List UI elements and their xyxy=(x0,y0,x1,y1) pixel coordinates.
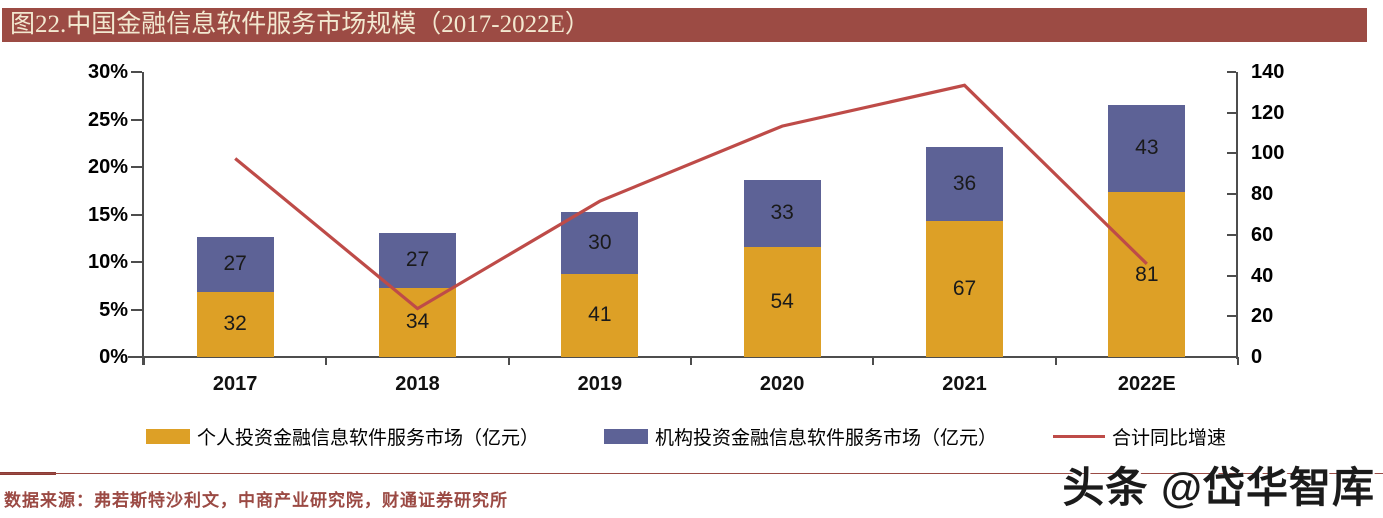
y-axis-left-tick xyxy=(131,166,142,168)
y-axis-left-label: 30% xyxy=(87,61,128,83)
figure-title-bar: 图22.中国金融信息软件服务市场规模（2017-2022E） xyxy=(2,8,1367,42)
y-axis-right-line xyxy=(1236,72,1238,359)
bar-label-personal-2019: 41 xyxy=(588,303,612,327)
bar-label-institutional-2017: 27 xyxy=(223,252,247,276)
legend-label: 合计同比增速 xyxy=(1112,427,1227,449)
y-axis-right-tick xyxy=(1227,111,1236,114)
legend-label: 机构投资金融信息软件服务市场（亿元） xyxy=(655,427,998,449)
bar-label-institutional-2019: 30 xyxy=(588,231,612,254)
figure-title: 图22.中国金融信息软件服务市场规模（2017-2022E） xyxy=(10,11,590,38)
x-axis-line xyxy=(128,356,1238,358)
legend-swatch-line-icon xyxy=(1053,434,1105,438)
x-axis-label-2017: 2017 xyxy=(212,373,258,395)
y-axis-left-label: 15% xyxy=(87,203,128,226)
y-axis-right-tick xyxy=(1227,274,1236,277)
bar-label-institutional-2018: 27 xyxy=(405,248,430,272)
y-axis-left-line xyxy=(142,72,144,365)
legend-item-growth: 合计同比增速 xyxy=(1053,421,1226,451)
y-axis-left-label: 10% xyxy=(87,251,128,273)
y-axis-left-label: 20% xyxy=(87,156,128,178)
footer-divider xyxy=(0,473,1383,474)
y-axis-right-label: 100 xyxy=(1251,142,1285,165)
x-axis-label-2019: 2019 xyxy=(577,373,623,395)
x-axis-tick xyxy=(507,357,510,365)
y-axis-right-label: 140 xyxy=(1251,61,1285,83)
legend-label: 个人投资金融信息软件服务市场（亿元） xyxy=(197,427,540,449)
bar-label-personal-2017: 32 xyxy=(223,312,247,336)
y-axis-left-tick xyxy=(131,213,142,216)
chart-legend: 个人投资金融信息软件服务市场（亿元） 机构投资金融信息软件服务市场（亿元） 合计同比… xyxy=(0,421,1383,451)
y-axis-right-tick xyxy=(1227,233,1236,236)
x-axis-label-2018: 2018 xyxy=(395,373,440,395)
y-axis-left-label: 25% xyxy=(87,108,128,131)
y-axis-left-label: 0% xyxy=(99,346,128,368)
y-axis-right-label: 60 xyxy=(1251,223,1274,246)
x-axis-tick xyxy=(325,357,328,365)
bar-label-personal-2021: 67 xyxy=(952,276,977,300)
bar-label-institutional-2020: 33 xyxy=(770,201,794,225)
y-axis-right-label: 0 xyxy=(1251,346,1263,368)
y-axis-left-tick xyxy=(131,356,142,358)
legend-item-institutional: 机构投资金融信息软件服务市场（亿元） xyxy=(604,421,997,451)
x-axis-label-2021: 2021 xyxy=(942,373,987,395)
y-axis-right-tick xyxy=(1227,152,1236,155)
legend-item-personal: 个人投资金融信息软件服务市场（亿元） xyxy=(146,421,539,451)
legend-swatch-bar-icon xyxy=(146,428,190,444)
y-axis-right-tick xyxy=(1227,356,1236,358)
x-axis-tick xyxy=(1237,357,1239,365)
y-axis-right-tick xyxy=(1227,315,1236,318)
x-axis-tick xyxy=(1054,357,1057,365)
bar-label-institutional-2021: 36 xyxy=(952,171,977,195)
y-axis-right-label: 120 xyxy=(1251,101,1285,124)
bar-label-institutional-2022E: 43 xyxy=(1135,136,1159,160)
market-size-combo-chart: 0% 5% 10% 15% 20% 25% 30% 0 20 40 60 80 100 120 140 201… xyxy=(0,44,1383,420)
x-axis-label-2020: 2020 xyxy=(759,373,805,395)
y-axis-left-label: 5% xyxy=(99,298,128,321)
y-axis-left-tick xyxy=(131,71,142,73)
y-axis-left-tick xyxy=(131,118,142,121)
y-axis-left-tick xyxy=(131,261,142,263)
toutiao-watermark: 头条 @岱华智库 xyxy=(1062,464,1375,511)
bar-label-personal-2018: 34 xyxy=(405,310,430,334)
y-axis-right-tick xyxy=(1227,193,1236,196)
data-source-note: 数据来源：弗若斯特沙利文，中商产业研究院，财通证券研究所 xyxy=(4,491,508,510)
x-axis-tick xyxy=(690,357,692,365)
y-axis-right-label: 20 xyxy=(1251,305,1274,328)
x-axis-label-2022E: 2022E xyxy=(1117,373,1176,395)
bar-label-personal-2022E: 81 xyxy=(1135,262,1159,286)
y-axis-right-tick xyxy=(1227,71,1236,73)
y-axis-left-tick xyxy=(131,308,142,311)
y-axis-right-label: 80 xyxy=(1251,183,1274,206)
x-axis-tick xyxy=(872,357,875,365)
bar-label-personal-2020: 54 xyxy=(770,290,794,314)
legend-swatch-bar-icon xyxy=(604,428,648,444)
y-axis-right-label: 40 xyxy=(1251,264,1274,287)
x-axis-tick xyxy=(143,357,145,365)
